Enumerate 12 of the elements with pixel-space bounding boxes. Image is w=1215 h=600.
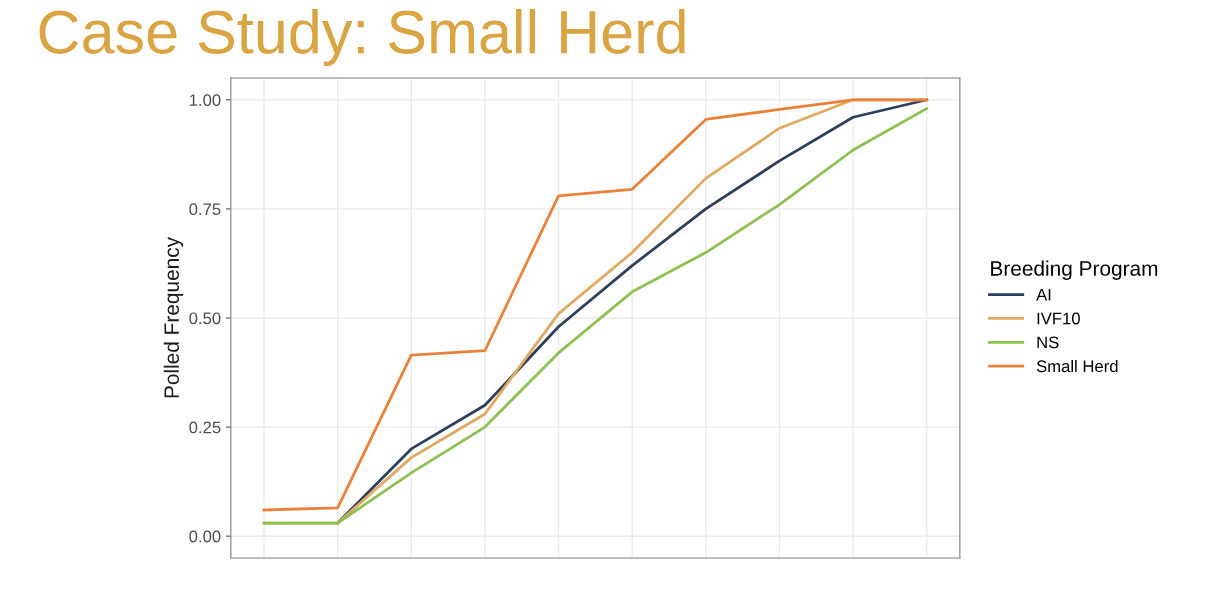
y-axis-title: Polled Frequency [163, 236, 184, 398]
legend-label: AI [1036, 288, 1051, 301]
legend-title: Breeding Program [991, 260, 1158, 280]
legend-label: Small Herd [1036, 359, 1118, 373]
y-tick-label: 0.50 [189, 312, 221, 325]
y-tick-label: 0.00 [189, 530, 221, 543]
y-tick-label: 1.00 [189, 94, 221, 107]
legend-label: IVF10 [1037, 312, 1080, 325]
legend-label: NS [1037, 336, 1059, 349]
chart-title: Case Study: Small Herd [39, 9, 685, 66]
y-tick-label: 0.25 [189, 421, 221, 434]
y-tick-label: 0.75 [189, 203, 221, 216]
